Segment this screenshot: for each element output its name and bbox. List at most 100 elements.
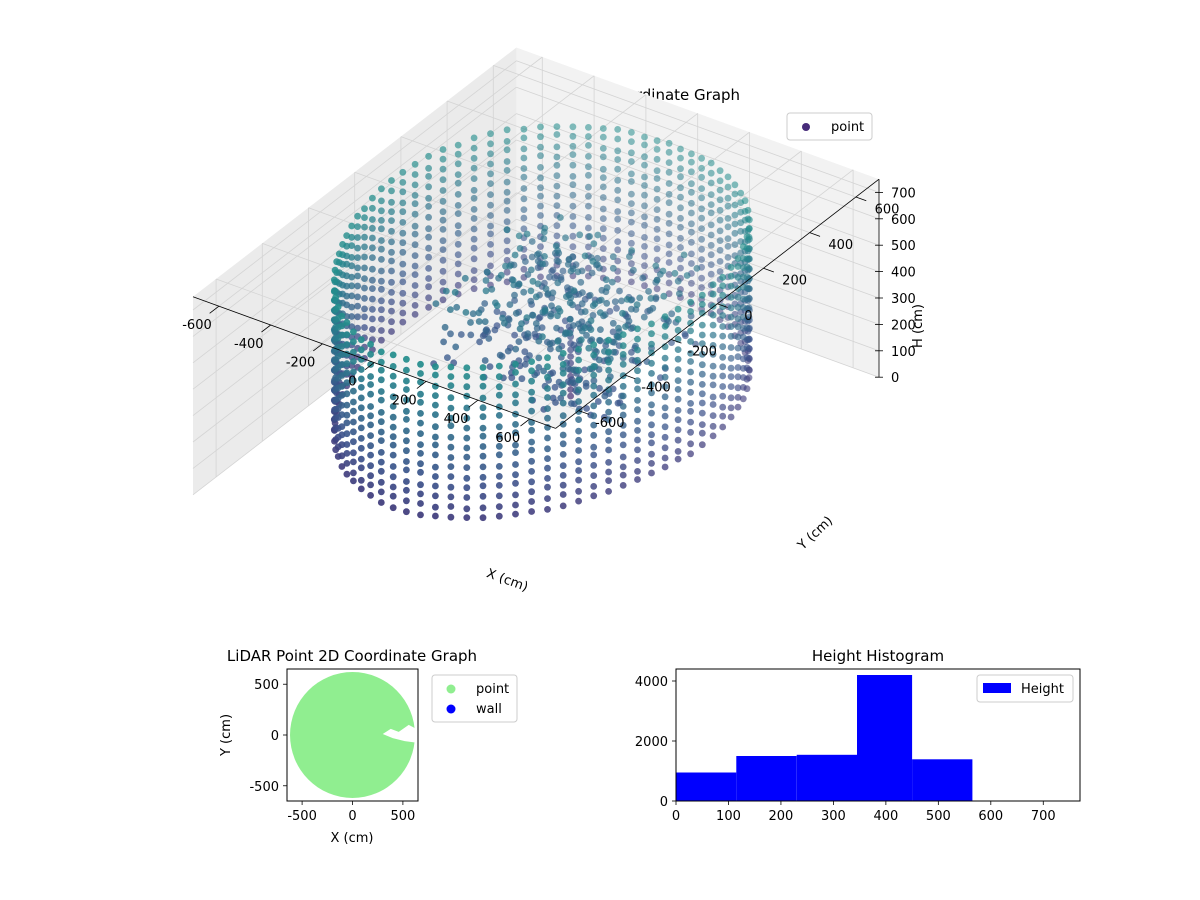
data-point — [630, 266, 637, 274]
data-point — [628, 170, 635, 178]
data-point — [399, 179, 407, 186]
data-point — [634, 476, 641, 483]
data-point — [724, 243, 732, 250]
data-point — [439, 278, 447, 286]
data-point — [377, 366, 385, 374]
data-point — [343, 369, 351, 377]
data-point — [553, 324, 560, 332]
data-point — [727, 282, 735, 290]
z-tick-label: 0 — [891, 371, 899, 386]
data-point — [357, 435, 365, 442]
data-point — [411, 271, 419, 278]
x-tick-label: 400 — [444, 412, 469, 427]
data-point — [470, 244, 478, 252]
data-point — [463, 364, 471, 372]
data-point — [470, 285, 478, 293]
data-point — [707, 270, 715, 278]
x-tick-label: 500 — [390, 809, 415, 824]
data-point — [677, 234, 684, 242]
data-point — [454, 281, 462, 289]
x-tick-label: 200 — [769, 809, 794, 824]
data-point — [687, 428, 694, 436]
chart-3d-legend: point — [786, 112, 873, 141]
data-point — [350, 338, 357, 346]
data-point — [698, 370, 706, 378]
data-point — [388, 198, 395, 206]
data-point — [614, 125, 622, 133]
data-point — [575, 497, 582, 505]
data-point — [475, 318, 483, 325]
y-tick-label: 0 — [660, 795, 668, 810]
data-point — [586, 233, 593, 240]
data-point — [357, 424, 365, 432]
data-point — [482, 287, 490, 295]
data-point — [569, 123, 577, 131]
data-point — [566, 316, 574, 323]
data-point — [707, 251, 715, 259]
data-point — [332, 293, 340, 301]
data-point — [567, 353, 574, 360]
legend-label-height: Height — [1021, 682, 1064, 697]
data-point — [585, 183, 592, 191]
data-point — [440, 338, 447, 346]
data-point — [653, 225, 661, 233]
chart-2d-scatter: LiDAR Point 2D Coordinate Graph -500 0 500… — [219, 647, 518, 846]
data-point — [653, 235, 661, 243]
data-point — [719, 372, 727, 380]
data-point — [698, 235, 705, 243]
data-point — [698, 350, 706, 358]
data-point — [378, 256, 385, 263]
data-point — [378, 315, 385, 323]
data-point — [589, 312, 597, 319]
data-point — [479, 424, 487, 432]
data-point — [641, 221, 648, 229]
data-point — [432, 300, 440, 307]
data-point — [661, 433, 669, 441]
data-point — [698, 245, 705, 253]
data-point — [367, 462, 374, 470]
data-point — [724, 202, 732, 210]
data-point — [338, 402, 346, 409]
data-point — [599, 125, 607, 132]
data-point — [634, 335, 641, 343]
data-point — [510, 281, 518, 289]
data-point — [602, 276, 610, 284]
data-point — [432, 363, 439, 371]
data-point — [512, 391, 519, 399]
data-point — [641, 173, 648, 181]
data-point — [619, 482, 627, 489]
data-point — [640, 313, 648, 321]
data-point — [495, 492, 503, 500]
data-point — [411, 311, 419, 318]
data-point — [551, 274, 559, 282]
data-point — [674, 315, 682, 323]
data-point — [579, 289, 586, 296]
data-point — [648, 320, 655, 328]
data-point — [487, 201, 494, 209]
data-point — [727, 383, 735, 390]
data-point — [388, 208, 395, 216]
chart-3d-scatter: LiDAR Point 3D Coordinate Graph -600-400… — [182, 47, 926, 595]
data-point — [399, 318, 407, 326]
x-tick-label: -200 — [286, 356, 316, 371]
data-point — [367, 403, 374, 410]
data-point — [641, 243, 648, 250]
data-point — [354, 293, 361, 301]
data-point — [698, 205, 705, 213]
y-tick-label: -200 — [687, 345, 717, 360]
data-point — [357, 404, 365, 412]
data-point — [512, 309, 520, 317]
data-point — [520, 214, 528, 222]
data-point — [357, 394, 365, 402]
data-point — [470, 134, 478, 142]
data-point — [354, 272, 361, 280]
z-tick-label: 700 — [891, 186, 916, 201]
data-point — [719, 343, 727, 351]
data-point — [350, 449, 357, 457]
data-point — [479, 332, 487, 340]
data-point — [719, 403, 727, 411]
data-point — [388, 307, 395, 315]
data-point — [520, 125, 528, 133]
z-tick-label: 300 — [891, 292, 916, 307]
data-point — [535, 354, 543, 362]
